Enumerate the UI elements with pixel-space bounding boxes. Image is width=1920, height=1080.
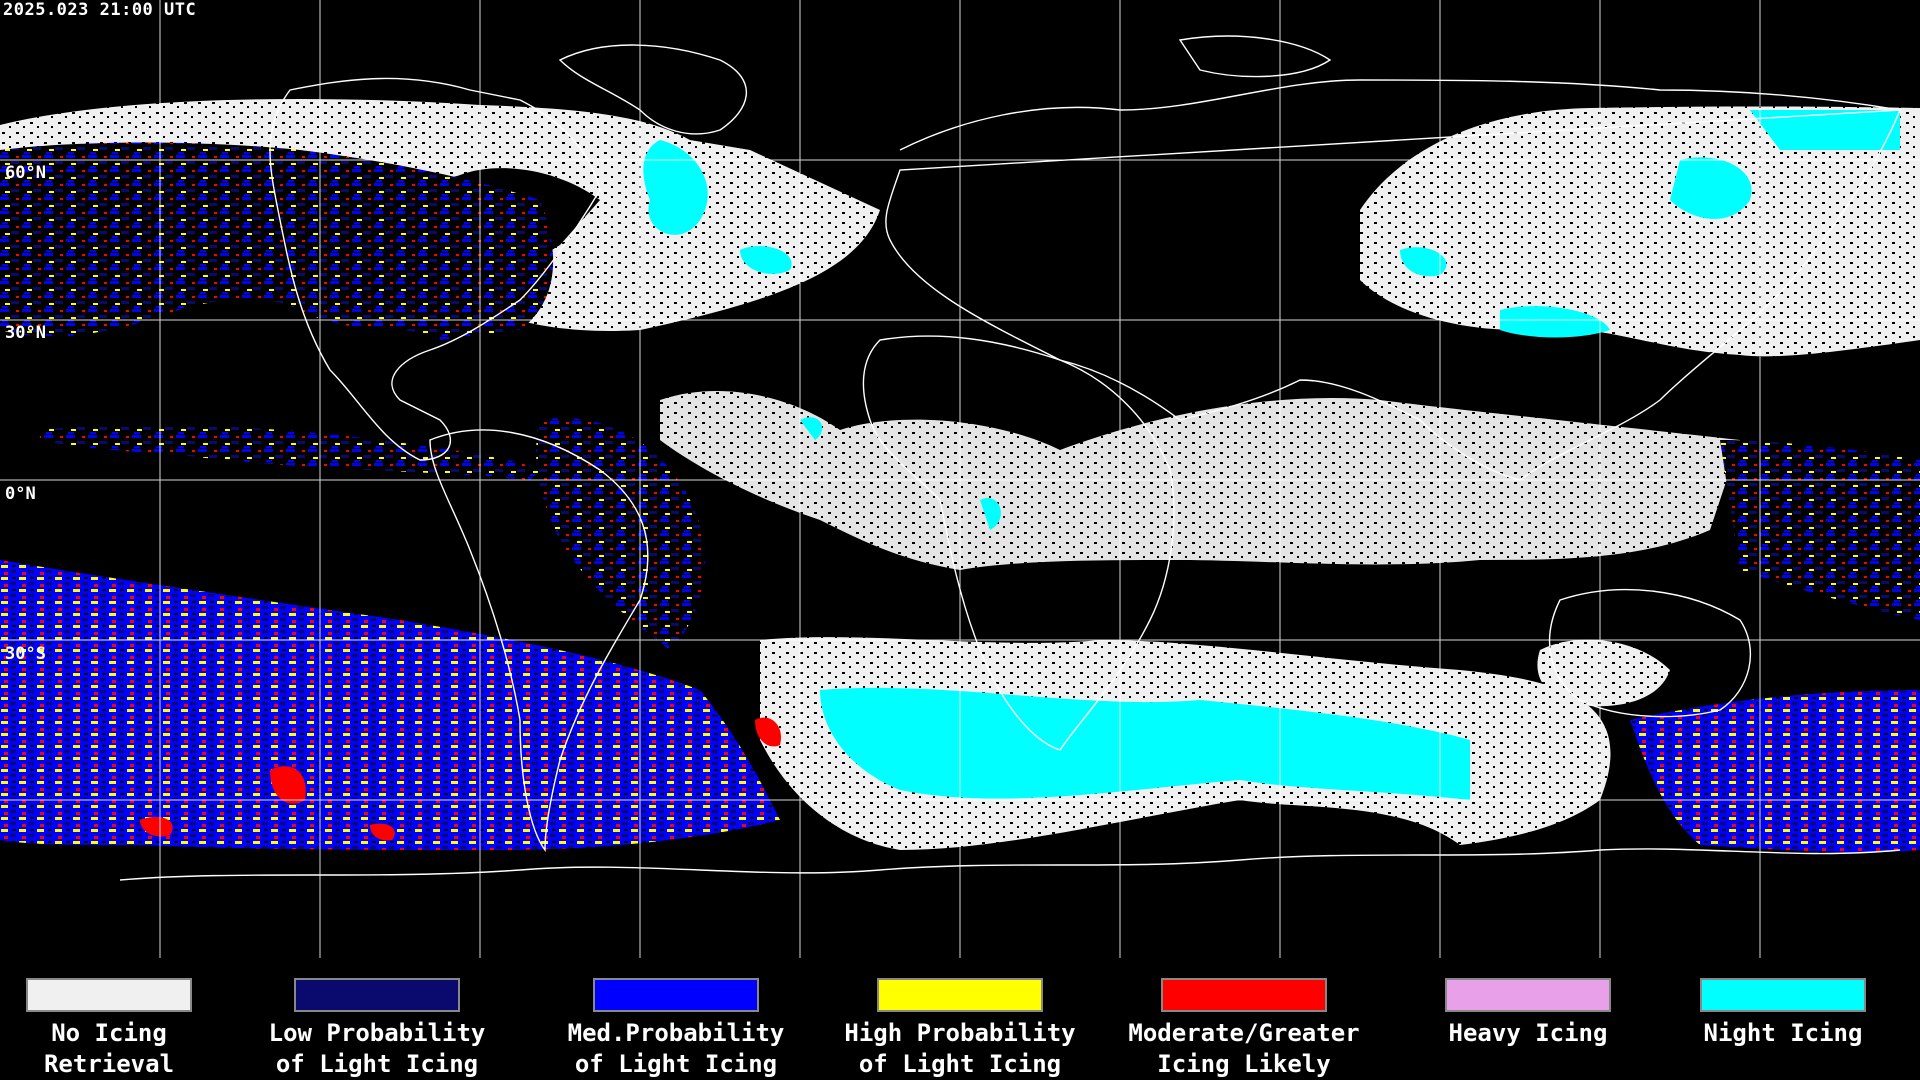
legend-item-heavy-icing: Heavy Icing	[1398, 978, 1658, 1049]
legend-item-no-icing: No Icing Retrieval	[0, 978, 239, 1080]
legend-swatch	[1445, 978, 1611, 1012]
legend-swatch	[294, 978, 460, 1012]
night-icing-regions	[643, 110, 1900, 800]
legend-label: Med.Probability of Light Icing	[567, 1019, 785, 1078]
legend-item-moderate-greater: Moderate/Greater Icing Likely	[1114, 978, 1374, 1080]
icing-probability-regions	[0, 142, 1920, 853]
legend-item-med-probability: Med.Probability of Light Icing	[546, 978, 806, 1080]
legend-swatch	[1700, 978, 1866, 1012]
legend-label: Heavy Icing	[1448, 1019, 1608, 1047]
lat-label-60n: 60°N	[5, 163, 46, 183]
icing-map: 2025.023 21:00 UTC 60°N 30°N 0°N 30°S	[0, 0, 1920, 958]
lat-label-30n: 30°N	[5, 323, 46, 343]
legend-item-high-probability: High Probability of Light Icing	[830, 978, 1090, 1080]
legend-label: High Probability of Light Icing	[844, 1019, 1076, 1078]
asia-cloud	[1360, 106, 1920, 357]
map-canvas	[0, 0, 1920, 958]
lat-lon-grid	[0, 0, 1920, 958]
moderate-icing-spots	[140, 717, 781, 841]
legend-label: No Icing Retrieval	[43, 1019, 175, 1078]
lat-label-30s: 30°S	[5, 644, 46, 664]
tropical-cloud	[660, 391, 1740, 570]
legend-swatch	[1161, 978, 1327, 1012]
coastlines	[119, 35, 1902, 881]
legend-label: Night Icing	[1703, 1019, 1863, 1047]
legend-swatch	[26, 978, 192, 1012]
legend-swatch	[877, 978, 1043, 1012]
legend-label: Low Probability of Light Icing	[268, 1019, 486, 1078]
legend-item-night-icing: Night Icing	[1653, 978, 1913, 1049]
south-africa-cloud	[1537, 639, 1670, 707]
timestamp: 2025.023 21:00 UTC	[3, 0, 197, 20]
legend: No Icing Retrieval Low Probability of Li…	[0, 958, 1920, 1080]
legend-label: Moderate/Greater Icing Likely	[1128, 1019, 1360, 1078]
lat-label-0n: 0°N	[5, 484, 36, 504]
legend-swatch	[593, 978, 759, 1012]
legend-item-low-probability: Low Probability of Light Icing	[247, 978, 507, 1080]
